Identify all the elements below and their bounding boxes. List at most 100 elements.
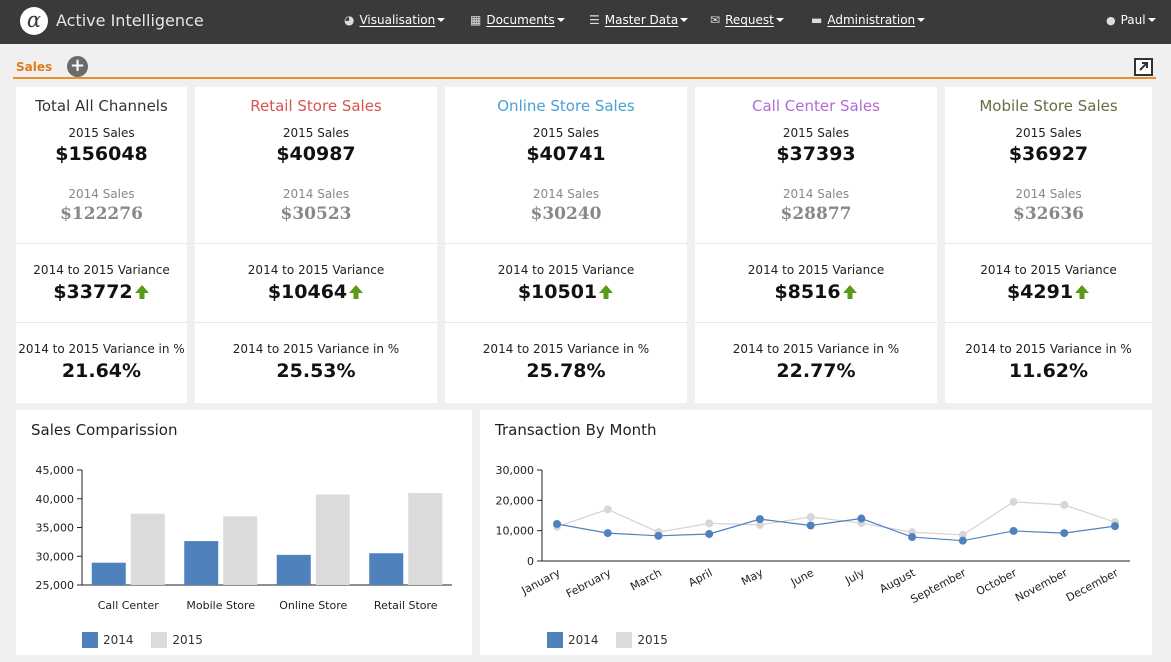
value-2015-sales: $156048 xyxy=(55,143,148,165)
x-tick-label: July xyxy=(842,566,867,587)
divider xyxy=(195,243,437,244)
user-name: Paul xyxy=(1120,13,1146,27)
legend-swatch-2014 xyxy=(547,632,563,648)
legend-item-2015[interactable]: 2015 xyxy=(151,632,203,648)
y-tick-label: 10,000 xyxy=(496,525,535,538)
bar-2014 xyxy=(91,562,126,585)
card-title: Call Center Sales xyxy=(752,97,880,115)
alpha-logo-icon[interactable]: α xyxy=(20,7,48,35)
bar-2015 xyxy=(315,494,350,585)
y-tick-label: 25,000 xyxy=(36,579,75,592)
database-icon: ☰ xyxy=(589,13,600,27)
divider xyxy=(16,322,187,323)
nav-administration[interactable]: ▬ Administration xyxy=(811,13,926,27)
divider xyxy=(945,243,1152,244)
legend-label-2014: 2014 xyxy=(103,633,134,647)
value-variance-pct: 21.64% xyxy=(61,360,142,382)
value-variance: $4291 xyxy=(1006,281,1074,303)
divider xyxy=(445,243,687,244)
card-retail-store-sales: Retail Store Sales 2015 Sales $40987 201… xyxy=(195,87,437,403)
legend-label-2015: 2015 xyxy=(172,633,203,647)
value-variance: $8516 xyxy=(774,281,841,303)
point-2014 xyxy=(958,536,967,545)
documents-icon: ▦ xyxy=(470,13,482,27)
value-variance-pct: 22.77% xyxy=(776,360,856,382)
line-chart-transactions: 0 10,000 20,000 30,000 January February March A… xyxy=(496,464,1130,606)
panel-sales-comparison: 25,000 30,000 35,000 40,000 45,000 Call Cente… xyxy=(16,410,472,655)
value-2014-sales: $30523 xyxy=(280,204,352,224)
legend-swatch-2014 xyxy=(82,632,98,648)
nav-visualisation-label: Visualisation xyxy=(359,13,436,27)
y-tick-label: 45,000 xyxy=(36,464,75,477)
value-variance-pct: 25.53% xyxy=(276,360,356,382)
caret-down-icon xyxy=(917,18,926,22)
nav-request[interactable]: ✉ Request xyxy=(710,13,784,27)
value-2014-sales: $122276 xyxy=(60,204,143,224)
y-tick-label: 20,000 xyxy=(496,494,535,507)
point-2014 xyxy=(1060,529,1069,538)
x-tick-label: November xyxy=(1013,566,1070,605)
x-tick-label: August xyxy=(877,566,918,596)
divider xyxy=(16,243,187,244)
point-2015 xyxy=(755,520,764,529)
legend-item-2015[interactable]: 2015 xyxy=(616,632,668,648)
nav-master-data[interactable]: ☰ Master Data xyxy=(589,13,689,27)
tab-underline xyxy=(13,77,1156,79)
label-variance: 2014 to 2015 Variance xyxy=(33,263,170,277)
variance-row: $10501 xyxy=(445,281,687,303)
app-name[interactable]: Active Intelligence xyxy=(56,11,204,30)
legend-item-2014[interactable]: 2014 xyxy=(547,632,599,648)
x-tick-label: Online Store xyxy=(279,599,347,612)
value-variance: $10464 xyxy=(267,281,348,303)
label-variance-pct: 2014 to 2015 Variance in % xyxy=(232,342,400,356)
value-2015-sales: $40987 xyxy=(276,143,356,165)
point-2014 xyxy=(806,521,815,530)
add-tab-button[interactable]: + xyxy=(67,56,88,77)
label-2015-sales: 2015 Sales xyxy=(1015,126,1082,140)
y-tick-label: 0 xyxy=(527,555,534,568)
divider xyxy=(445,322,687,323)
point-2015 xyxy=(958,530,967,539)
label-variance-pct: 2014 to 2015 Variance in % xyxy=(482,342,650,356)
point-2014 xyxy=(654,531,663,540)
point-2014 xyxy=(553,519,561,528)
nav-master-data-label: Master Data xyxy=(604,13,679,27)
line-series-2015 xyxy=(556,501,1116,536)
bar-2015 xyxy=(408,493,443,585)
point-2014 xyxy=(705,530,714,539)
point-2014 xyxy=(1111,522,1119,531)
nav-documents[interactable]: ▦ Documents xyxy=(470,13,565,27)
card-online-store-sales: Online Store Sales 2015 Sales $40741 201… xyxy=(445,87,687,403)
label-2014-sales: 2014 Sales xyxy=(1015,187,1082,201)
value-2015-sales: $40741 xyxy=(526,143,606,165)
point-2014 xyxy=(755,515,764,524)
nav-documents-label: Documents xyxy=(486,13,555,27)
legend-swatch-2015 xyxy=(151,632,168,648)
card-title: Total All Channels xyxy=(35,97,168,115)
popout-button[interactable] xyxy=(1134,58,1153,76)
label-variance: 2014 to 2015 Variance xyxy=(497,263,635,277)
point-2014 xyxy=(1009,526,1018,535)
point-2014 xyxy=(908,533,917,542)
bar-chart-sales-comparison: 25,000 30,000 35,000 40,000 45,000 Call Cente… xyxy=(36,464,452,612)
divider xyxy=(695,243,937,244)
tab-sales[interactable]: Sales xyxy=(16,60,53,74)
label-variance-pct: 2014 to 2015 Variance in % xyxy=(732,342,900,356)
nav-administration-label: Administration xyxy=(827,13,916,27)
value-variance-pct: 11.62% xyxy=(1008,360,1089,382)
user-menu[interactable]: ● Paul xyxy=(1106,13,1156,27)
x-tick-label: September xyxy=(908,566,968,606)
line-chart-legend: 2014 2015 xyxy=(547,632,682,648)
legend-item-2014[interactable]: 2014 xyxy=(82,632,134,648)
bar-2014 xyxy=(369,553,404,585)
nav-visualisation[interactable]: ◕ Visualisation xyxy=(344,13,446,27)
bar-2014 xyxy=(276,554,311,585)
top-navbar: α Active Intelligence ◕ Visualisation ▦ Do… xyxy=(0,0,1171,44)
divider xyxy=(695,322,937,323)
arrow-up-icon xyxy=(349,285,364,299)
variance-row: $8516 xyxy=(695,281,937,303)
point-2015 xyxy=(1009,497,1018,506)
panel-transaction-by-month: 0 10,000 20,000 30,000 January February March A… xyxy=(480,410,1152,655)
panel-title: Transaction By Month xyxy=(495,421,657,439)
caret-down-icon xyxy=(437,18,446,22)
